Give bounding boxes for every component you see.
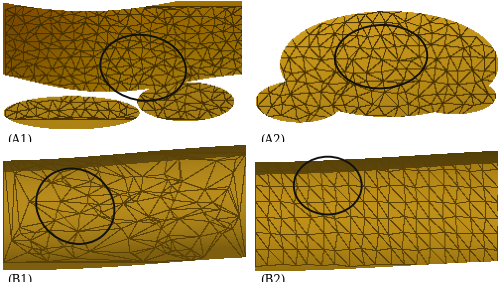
Text: (A1): (A1) [8,134,32,147]
Text: (A2): (A2) [260,134,285,147]
Text: (B2): (B2) [260,274,285,282]
Text: (B1): (B1) [8,274,32,282]
